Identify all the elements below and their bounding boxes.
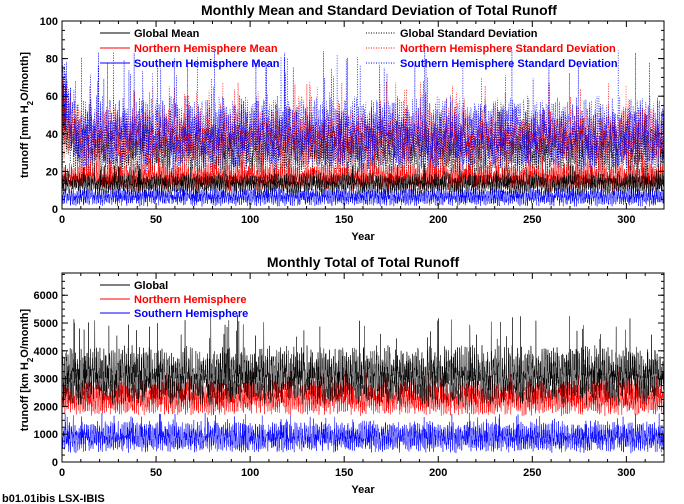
axis-ticks-top: 0 50 100 150 200 250 300 0 20 40 60 80 100 (40, 16, 664, 226)
y-axis-label-bottom: trunoff [km H2O/month] (19, 308, 35, 431)
series-line-global (62, 314, 664, 407)
y-axis-label-top: trunoff [mm H2O/month] (19, 52, 35, 178)
x-tick-label: 200 (429, 467, 447, 479)
x-tick-label: 100 (241, 467, 259, 479)
series-line-southern-hemisphere (62, 412, 664, 454)
x-tick-label: 300 (617, 214, 635, 226)
legend-entry: Global (134, 280, 168, 292)
x-tick-label: 250 (523, 214, 541, 226)
x-axis-label-top: Year (351, 231, 375, 243)
series-line-global-mean (62, 163, 664, 195)
x-tick-label: 300 (617, 467, 635, 479)
x-tick-label: 200 (429, 214, 447, 226)
series-line-northern-hemisphere (62, 370, 664, 417)
series-line-global-standard-deviation (62, 65, 664, 179)
x-tick-label: 150 (335, 214, 353, 226)
plot-area-1 (62, 314, 664, 454)
chart-title-top: Monthly Mean and Standard Deviation of T… (201, 2, 557, 18)
y-tick-label: 80 (46, 54, 58, 66)
x-tick-label: 150 (335, 467, 353, 479)
x-tick-label: 0 (59, 214, 65, 226)
legend-entry: Global Mean (134, 28, 200, 40)
series-line-southern-hemisphere-mean (62, 186, 664, 207)
y-tick-label: 4000 (34, 346, 58, 358)
legend-entry: Southern Hemisphere Mean (134, 58, 280, 70)
y-tick-label: 3000 (34, 374, 58, 386)
y-tick-label: 40 (46, 129, 58, 141)
legend-entry: Northern Hemisphere Standard Deviation (400, 43, 616, 55)
chart-total: Monthly Total of Total Runoff 0 50 100 150 2… (19, 254, 665, 496)
y-tick-label: 20 (46, 166, 58, 178)
series-line-northern-hemisphere-standard-deviation (62, 71, 664, 170)
legend-bottom: Global Northern Hemisphere Southern Hemisp… (100, 280, 248, 320)
x-tick-label: 250 (523, 467, 541, 479)
footer-label: b01.01ibis LSX-IBIS (2, 493, 105, 504)
x-tick-label: 50 (150, 467, 162, 479)
chart-mean-std: Monthly Mean and Standard Deviation of T… (19, 2, 665, 243)
legend-entry: Northern Hemisphere (134, 294, 246, 306)
legend-entry: Northern Hemisphere Mean (134, 43, 278, 55)
legend-entry: Southern Hemisphere (134, 308, 248, 320)
legend-top: Global Mean Northern Hemisphere Mean South… (100, 28, 618, 70)
y-tick-label: 1000 (34, 429, 58, 441)
y-tick-label: 100 (40, 16, 58, 28)
x-tick-label: 100 (241, 214, 259, 226)
axis-ticks-bottom: 0 50 100 150 200 250 3000100020003000400050006… (34, 273, 664, 479)
y-tick-label: 0 (52, 204, 58, 216)
x-tick-label: 50 (150, 214, 162, 226)
y-tick-label: 0 (52, 457, 58, 469)
x-tick-label: 0 (59, 467, 65, 479)
legend-entry: Global Standard Deviation (400, 28, 538, 40)
y-tick-label: 6000 (34, 290, 58, 302)
x-axis-label-bottom: Year (351, 484, 375, 496)
legend-entry: Southern Hemisphere Standard Deviation (400, 58, 618, 70)
chart-title-bottom: Monthly Total of Total Runoff (267, 254, 460, 270)
y-tick-label: 60 (46, 91, 58, 103)
y-tick-label: 2000 (34, 401, 58, 413)
y-tick-label: 5000 (34, 318, 58, 330)
plot-area-0 (62, 50, 664, 207)
